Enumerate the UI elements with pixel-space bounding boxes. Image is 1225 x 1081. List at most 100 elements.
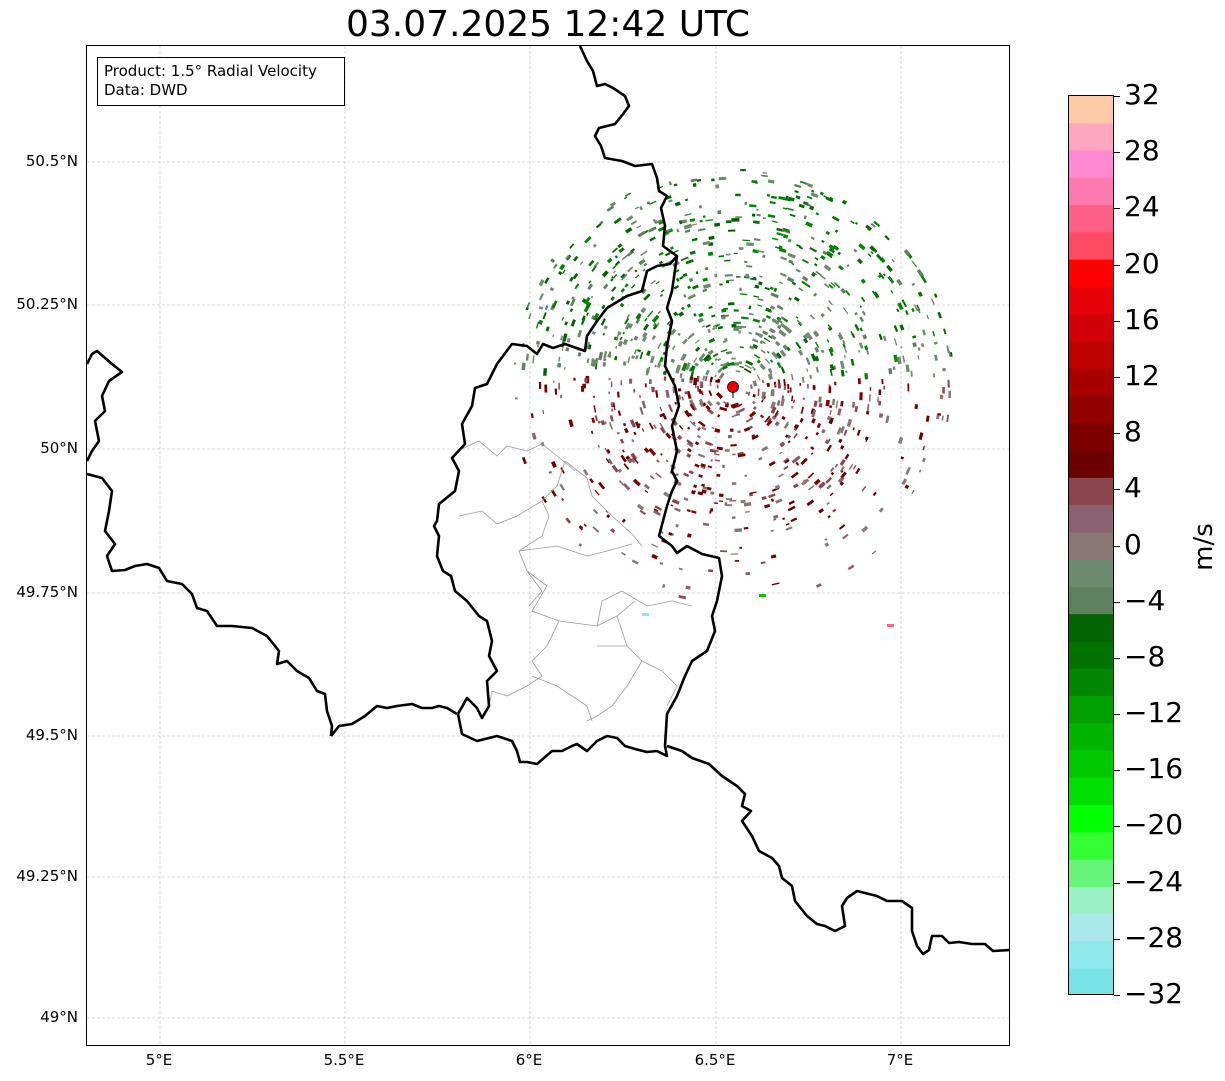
radar-echo-cell [735, 276, 741, 278]
radar-echo-cell [603, 358, 607, 362]
radar-echo-cell [742, 239, 750, 242]
radar-echo-cell [673, 284, 680, 290]
radar-echo-cell [738, 247, 744, 250]
radar-echo-cell [694, 362, 699, 367]
radar-echo-cell [756, 213, 761, 217]
radar-echo-cell [774, 484, 781, 490]
radar-echo-cell [806, 499, 815, 507]
radar-echo-cell [819, 191, 824, 196]
radar-echo-cell [690, 371, 694, 378]
radar-echo-cell [544, 277, 550, 285]
radar-echo-cell [643, 293, 651, 301]
radar-echo-cell [790, 387, 792, 393]
radar-echo-cell [730, 444, 737, 447]
radar-echo-cell [734, 413, 741, 417]
radar-echo-cell [620, 288, 626, 293]
radar-echo-cell [839, 459, 846, 466]
radar-echo-cell [725, 498, 732, 500]
colorbar-tick-label: −20 [1124, 808, 1184, 842]
radar-echo-cell [687, 533, 692, 538]
radar-echo-cell [753, 295, 760, 298]
radar-site-marker [727, 381, 739, 393]
radar-echo-cell [538, 381, 542, 389]
radar-echo-cell [832, 244, 840, 251]
radar-echo-cell [611, 247, 618, 254]
radar-echo-cell [641, 400, 647, 409]
radar-echo-cell [828, 417, 834, 425]
radar-echo-cell [696, 178, 702, 182]
radar-echo-cell [838, 265, 844, 271]
radar-echo-cell [810, 192, 819, 199]
radar-echo-cell [649, 379, 652, 385]
radar-echo-cell [776, 400, 781, 406]
radar-echo-cell [686, 441, 694, 448]
radar-echo-cell [682, 272, 688, 278]
radar-echo-cell [714, 357, 718, 362]
radar-echo-cell [813, 292, 818, 297]
radar-echo-cell [686, 447, 692, 453]
colorbar-tick-mark [1114, 601, 1120, 603]
radar-echo-cell [946, 414, 949, 423]
radar-echo-cell [702, 375, 706, 381]
radar-echo-cell [782, 228, 790, 233]
radar-echo-cell [686, 439, 694, 446]
radar-echo-cell [831, 215, 840, 222]
radar-echo-cell [622, 449, 625, 453]
product-info-box: Product: 1.5° Radial Velocity Data: DWD [97, 57, 345, 106]
colorbar-tick-label: −32 [1124, 977, 1184, 1010]
radar-echo-cell [681, 219, 688, 224]
radar-echo-cell [572, 272, 579, 280]
radar-echo-cell [623, 463, 630, 470]
radar-echo-cell [608, 391, 611, 394]
colorbar-swatch [1069, 941, 1113, 970]
radar-echo-cell [698, 312, 704, 318]
radar-echo-cell [781, 395, 785, 400]
radar-echo-cell [755, 181, 758, 184]
radar-echo-cell [815, 366, 820, 373]
colorbar-swatch [1069, 314, 1113, 343]
radar-echo-cell [654, 364, 657, 368]
radar-echo-cell [788, 297, 792, 301]
radar-echo-cell [538, 293, 544, 301]
radar-echo-cell [743, 526, 749, 530]
radar-echo-cell [768, 369, 773, 376]
radar-echo-cell [727, 302, 735, 306]
colorbar-tick-mark [1114, 882, 1120, 884]
radar-echo-cell [668, 531, 673, 536]
radar-echo-cell [659, 422, 665, 430]
radar-echo-cell [875, 253, 883, 262]
radar-echo-cell [627, 457, 633, 463]
radar-echo-cell [771, 582, 780, 586]
radar-echo-cell [840, 426, 845, 434]
map-panel[interactable] [86, 45, 1010, 1046]
radar-echo-cell [639, 351, 644, 360]
radar-echo-cell [799, 417, 804, 423]
radar-echo-cell [835, 400, 839, 409]
radar-echo-cell [777, 383, 782, 389]
radar-echo-cell [893, 354, 898, 363]
radar-echo-cell [735, 410, 740, 414]
radar-echo-cell [905, 364, 910, 373]
radar-echo-cell [825, 250, 834, 258]
radar-echo-cell [614, 260, 621, 266]
radar-echoes [513, 168, 953, 627]
radar-echo-cell [597, 420, 601, 424]
radar-echo-cell [684, 391, 689, 395]
radar-echo-cell [715, 401, 721, 406]
radar-echo-cell [829, 368, 833, 376]
radar-echo-cell [792, 483, 799, 489]
radar-echo-cell [807, 384, 809, 389]
radar-echo-cell [603, 350, 608, 359]
radar-echo-cell [901, 478, 908, 486]
radar-echo-cell [937, 413, 942, 416]
radar-echo-cell [562, 269, 566, 275]
radar-echo-cell [570, 319, 576, 327]
radar-echo-cell [630, 248, 636, 253]
radar-echo-cell [917, 347, 921, 351]
radar-echo-cell [768, 460, 776, 467]
radar-echo-cell [744, 364, 752, 370]
radar-echo-cell [821, 429, 826, 434]
radar-echo-cell [869, 245, 876, 252]
radar-echo-cell [810, 236, 815, 241]
radar-echo-cell [649, 200, 657, 205]
